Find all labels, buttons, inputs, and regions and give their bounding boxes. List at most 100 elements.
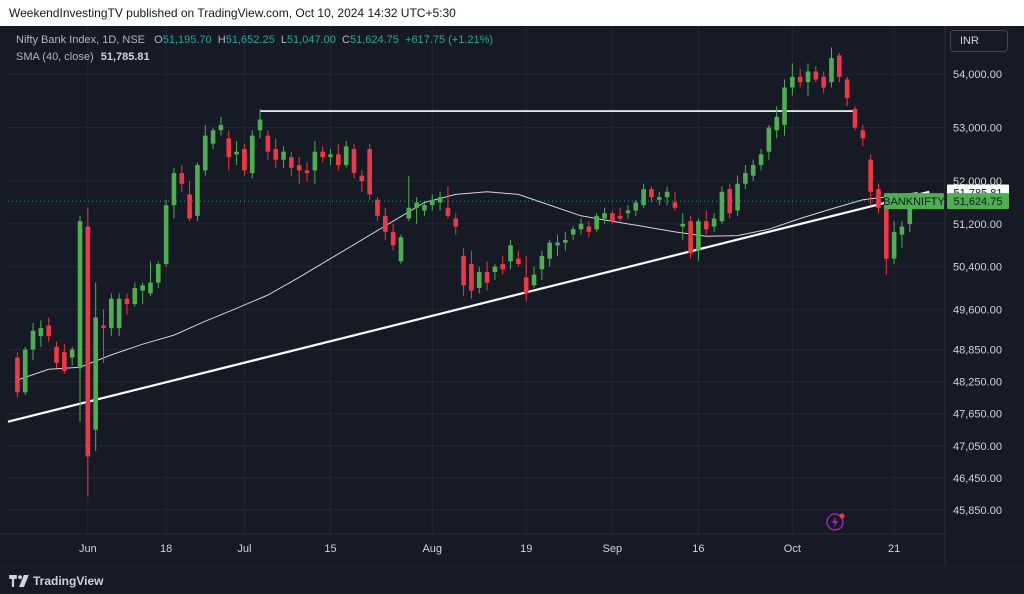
legend-symbol: Nifty Bank Index, 1D, NSE xyxy=(16,34,145,46)
candle-body xyxy=(304,170,310,174)
candle-body xyxy=(547,242,552,259)
candle-body xyxy=(30,330,36,350)
candle-body xyxy=(124,298,130,305)
x-tick-label: Aug xyxy=(422,543,442,555)
candle-body xyxy=(54,346,59,363)
publisher-bar: WeekendInvestingTV published on TradingV… xyxy=(0,0,1024,26)
y-tick-label: 48,250.00 xyxy=(953,377,1002,389)
candle-body xyxy=(703,221,709,230)
currency-button[interactable]: INR xyxy=(950,30,1008,52)
legend-sma-value: 51,785.81 xyxy=(100,51,150,63)
candle-body xyxy=(336,154,341,166)
candle-body xyxy=(179,173,185,184)
candle-body xyxy=(790,76,795,88)
y-tick-label: 45,850.00 xyxy=(953,505,1002,517)
candle-body xyxy=(844,79,850,99)
last-price-text: 51,624.75 xyxy=(954,196,1003,208)
candle-body xyxy=(680,223,686,227)
candle-body xyxy=(429,199,435,206)
candle-body xyxy=(210,130,216,144)
candle-body xyxy=(805,71,811,83)
y-tick-label: 48,850.00 xyxy=(953,345,1002,357)
candle-body xyxy=(539,255,545,270)
candle-body xyxy=(242,148,247,171)
legend-low-value: 51,047.00 xyxy=(286,34,336,46)
candle-body xyxy=(508,245,513,262)
legend-close-value: 51,624.75 xyxy=(349,34,399,46)
chart-area[interactable]: 54,000.00 53,000.00 52,000.00 51,200.00 50,4… xyxy=(0,26,1024,566)
x-tick-label: Jul xyxy=(237,543,251,555)
candle-body xyxy=(383,215,388,232)
footer-bar: TradingView xyxy=(0,566,1024,594)
candle-body xyxy=(852,108,858,128)
candle-body xyxy=(876,189,881,208)
candle-body xyxy=(155,263,161,283)
candle-body xyxy=(813,71,819,80)
candle-body xyxy=(296,165,302,171)
candle-body xyxy=(390,231,396,246)
y-tick-label: 54,000.00 xyxy=(953,69,1002,81)
legend-open-label: O xyxy=(154,34,163,46)
trendline-layer xyxy=(7,110,930,423)
candle-body xyxy=(484,271,490,283)
candle-body xyxy=(743,173,748,184)
x-tick-label: Sep xyxy=(603,543,623,555)
candle-body xyxy=(570,229,576,235)
candle-body xyxy=(226,138,232,158)
candle-body xyxy=(367,148,372,195)
candle-body xyxy=(414,202,419,208)
x-tick-label: Oct xyxy=(784,543,801,555)
candle-body xyxy=(641,189,646,206)
footer-brand: TradingView xyxy=(33,573,104,588)
y-tick-label: 53,000.00 xyxy=(953,123,1002,135)
candle-body xyxy=(899,226,905,235)
candle-body xyxy=(62,352,67,371)
x-tick-label: 16 xyxy=(692,543,704,555)
candle-body xyxy=(15,357,20,393)
candle-body xyxy=(343,146,349,166)
candle-body xyxy=(758,154,764,166)
legend-change: +617.75 (+1.21%) xyxy=(405,34,494,46)
candle-body xyxy=(782,87,787,125)
candle-body xyxy=(265,135,271,152)
candle-body xyxy=(868,159,873,192)
grid-lines xyxy=(8,26,945,534)
candle-body xyxy=(578,223,584,230)
x-tick-label: 19 xyxy=(520,543,532,555)
candle-body xyxy=(555,242,560,246)
candle-body xyxy=(171,173,177,206)
candlestick-chart[interactable]: 54,000.0053,000.0052,000.0051,200.0050,4… xyxy=(0,26,1024,566)
candle-body xyxy=(766,127,772,152)
candle-body xyxy=(602,213,607,219)
candle-body xyxy=(234,151,239,155)
candle-body xyxy=(633,202,639,211)
candle-body xyxy=(109,298,114,329)
candle-body xyxy=(696,221,701,251)
candle-body xyxy=(837,55,842,77)
candle-body xyxy=(492,266,498,272)
candle-body xyxy=(563,239,568,243)
candle-body xyxy=(476,271,482,289)
sma-40-line xyxy=(17,191,918,381)
candle-body xyxy=(719,191,725,222)
candle-body xyxy=(351,148,357,174)
candle-body xyxy=(359,175,365,182)
candle-body xyxy=(148,282,153,294)
publisher-text: WeekendInvestingTV published on TradingV… xyxy=(9,6,456,20)
tradingview-logo[interactable]: TradingView xyxy=(9,574,103,588)
legend-high-label: H xyxy=(217,34,226,46)
y-tick-label: 47,650.00 xyxy=(953,409,1002,421)
candle-body xyxy=(821,76,826,88)
candle-body xyxy=(281,151,286,160)
x-tick-label: 21 xyxy=(888,543,900,555)
candle-body xyxy=(218,124,224,131)
candle-body xyxy=(672,202,678,208)
candle-body xyxy=(116,298,122,329)
lightning-icon xyxy=(826,513,844,531)
candle-body xyxy=(38,328,44,337)
candle-body xyxy=(140,285,145,291)
y-tick-label: 47,050.00 xyxy=(953,441,1002,453)
candle-body xyxy=(202,135,208,171)
candle-body xyxy=(469,263,474,291)
ticker-text: BANKNIFTY xyxy=(883,196,945,208)
